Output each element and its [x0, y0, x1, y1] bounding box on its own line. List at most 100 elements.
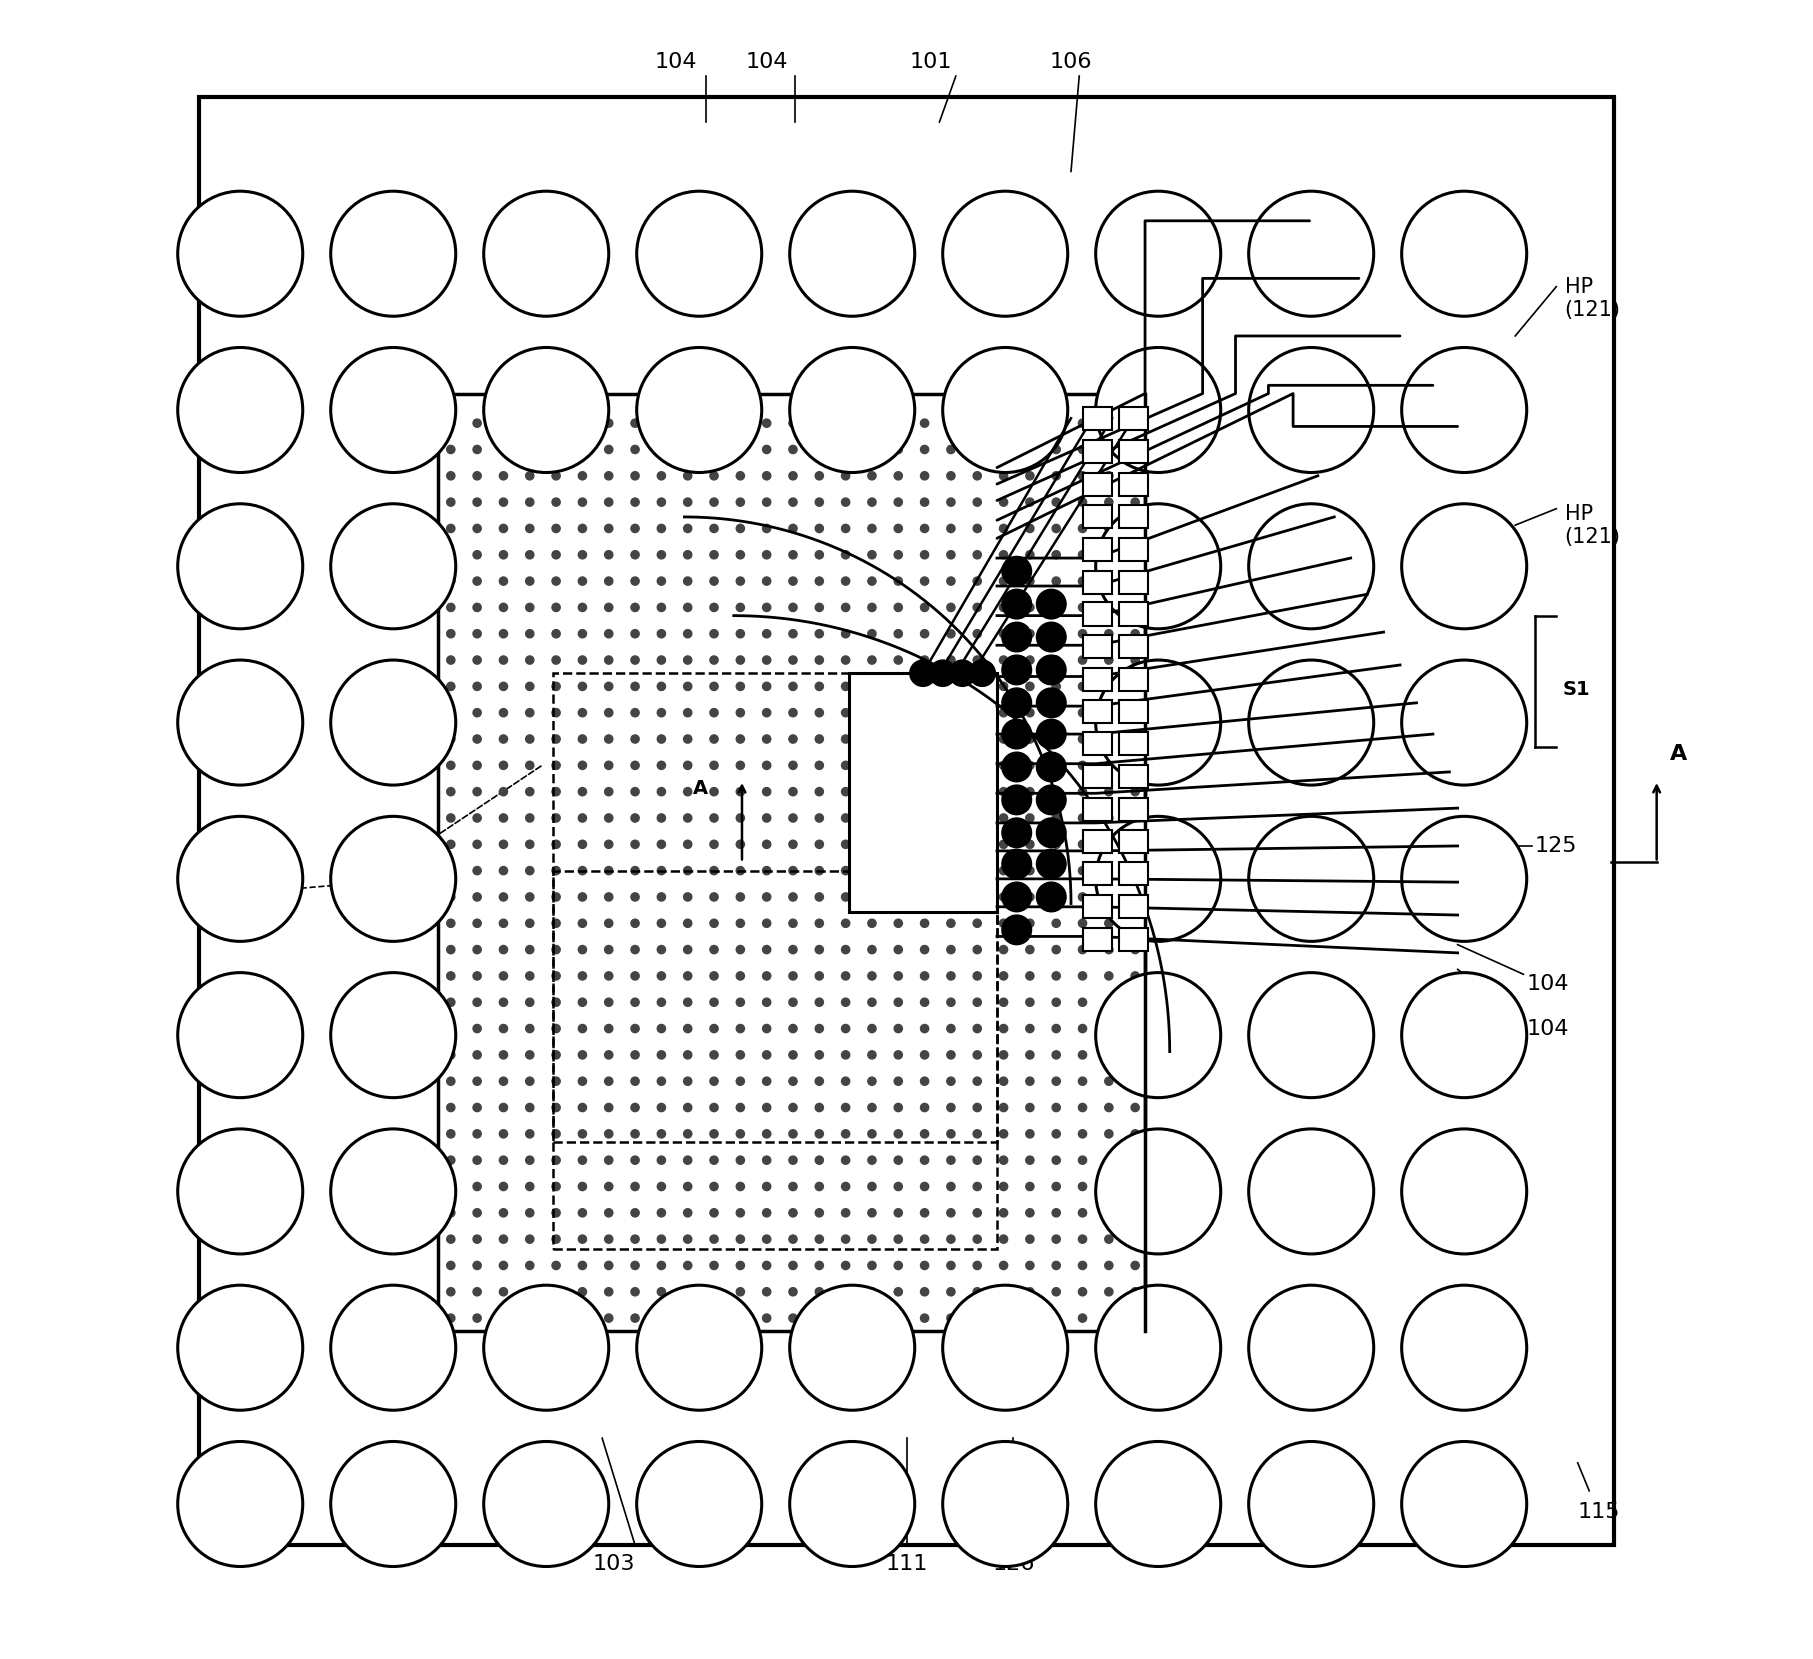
Circle shape [1079, 1234, 1086, 1243]
Circle shape [946, 445, 955, 453]
Circle shape [789, 815, 798, 823]
Circle shape [684, 445, 693, 453]
Circle shape [551, 655, 560, 664]
Circle shape [711, 655, 718, 664]
Circle shape [789, 1130, 798, 1138]
Bar [1119, 571, 1148, 594]
Circle shape [974, 815, 981, 823]
Circle shape [974, 1156, 981, 1165]
Circle shape [763, 708, 771, 717]
Circle shape [473, 471, 480, 479]
Circle shape [790, 1286, 916, 1410]
Circle shape [526, 1287, 533, 1296]
Circle shape [1052, 708, 1061, 717]
Circle shape [1037, 720, 1066, 748]
Circle shape [473, 682, 480, 690]
Circle shape [473, 1025, 480, 1032]
Circle shape [1095, 1128, 1220, 1254]
Circle shape [499, 524, 508, 533]
Circle shape [1079, 655, 1086, 664]
Circle shape [1079, 524, 1086, 533]
Circle shape [499, 708, 508, 717]
Circle shape [921, 630, 928, 637]
Circle shape [894, 1234, 903, 1243]
Bar [1082, 927, 1111, 951]
Text: HP
(121): HP (121) [1565, 504, 1621, 547]
Circle shape [736, 839, 745, 848]
Circle shape [1052, 1261, 1061, 1269]
Circle shape [631, 655, 640, 664]
Circle shape [1401, 1286, 1527, 1410]
Circle shape [999, 1103, 1008, 1112]
Circle shape [578, 1209, 587, 1218]
Circle shape [631, 682, 640, 690]
Circle shape [631, 1314, 640, 1322]
Circle shape [578, 919, 587, 927]
Circle shape [1095, 504, 1220, 629]
Bar [1119, 669, 1148, 692]
Circle shape [868, 551, 876, 559]
Bar [1119, 798, 1148, 821]
Bar [1082, 669, 1111, 692]
Circle shape [999, 630, 1008, 637]
Text: 106: 106 [1050, 51, 1091, 71]
Circle shape [1104, 630, 1113, 637]
Circle shape [631, 1025, 640, 1032]
Circle shape [711, 815, 718, 823]
Circle shape [178, 191, 303, 317]
Circle shape [578, 577, 587, 586]
Circle shape [551, 1025, 560, 1032]
Circle shape [841, 919, 850, 927]
Circle shape [1079, 1183, 1086, 1191]
Circle shape [736, 919, 745, 927]
Circle shape [526, 445, 533, 453]
Circle shape [999, 1234, 1008, 1243]
Circle shape [684, 946, 693, 954]
Circle shape [1079, 420, 1086, 428]
Circle shape [736, 893, 745, 901]
Circle shape [1131, 498, 1139, 506]
Circle shape [178, 816, 303, 941]
Circle shape [999, 1183, 1008, 1191]
Circle shape [974, 972, 981, 980]
Circle shape [921, 498, 928, 506]
Circle shape [789, 972, 798, 980]
Circle shape [1079, 498, 1086, 506]
Circle shape [974, 999, 981, 1007]
Circle shape [711, 1183, 718, 1191]
Circle shape [526, 524, 533, 533]
Circle shape [921, 893, 928, 901]
Bar [1082, 863, 1111, 886]
Circle shape [684, 815, 693, 823]
Circle shape [631, 1234, 640, 1243]
Circle shape [763, 1156, 771, 1165]
Circle shape [684, 655, 693, 664]
Circle shape [974, 1183, 981, 1191]
Circle shape [974, 708, 981, 717]
Circle shape [631, 551, 640, 559]
Circle shape [1249, 972, 1374, 1098]
Circle shape [684, 1314, 693, 1322]
Circle shape [330, 347, 455, 473]
Circle shape [816, 999, 823, 1007]
Circle shape [636, 191, 761, 317]
Circle shape [499, 655, 508, 664]
Bar [1082, 406, 1111, 430]
Circle shape [631, 471, 640, 479]
Circle shape [473, 708, 480, 717]
Circle shape [736, 630, 745, 637]
Circle shape [551, 1103, 560, 1112]
Circle shape [921, 1209, 928, 1218]
Circle shape [868, 919, 876, 927]
Circle shape [499, 604, 508, 612]
Circle shape [631, 999, 640, 1007]
Circle shape [446, 1287, 455, 1296]
Circle shape [526, 919, 533, 927]
Circle shape [868, 471, 876, 479]
Circle shape [1026, 893, 1033, 901]
Circle shape [1104, 420, 1113, 428]
Circle shape [684, 866, 693, 874]
Circle shape [1131, 1077, 1139, 1085]
Circle shape [684, 577, 693, 586]
Circle shape [921, 788, 928, 796]
